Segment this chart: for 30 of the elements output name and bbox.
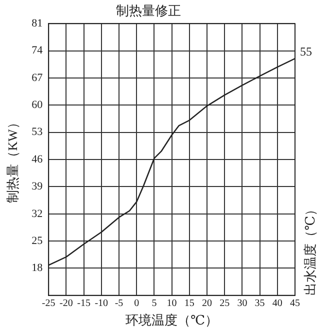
y-tick-label: 25 [32, 234, 44, 247]
y-tick-label: 67 [32, 72, 44, 84]
y-tick-label: 74 [32, 44, 44, 57]
x-tick-label: 40 [272, 298, 282, 310]
x-tick-label: 30 [237, 298, 248, 310]
x-tick-label: 35 [254, 298, 265, 310]
x-tick-label: -10 [94, 298, 108, 310]
x-axis-title: 环境温度（℃） [126, 312, 218, 328]
x-tick-label: -5 [114, 298, 124, 310]
x-tick-label: 10 [166, 298, 177, 310]
y-tick-label: 46 [32, 153, 44, 166]
x-tick-label: 5 [152, 298, 157, 310]
chart-title: 制热量修正 [116, 3, 181, 18]
y-tick-label: 18 [32, 262, 44, 274]
x-tick-label: -20 [60, 298, 73, 310]
x-tick-label: 45 [290, 298, 300, 310]
x-tick-label: -15 [77, 298, 90, 310]
x-tick-label: 15 [184, 298, 194, 310]
y-tick-label: 81 [32, 17, 43, 30]
x-tick-label: 25 [220, 298, 230, 310]
y-tick-label: 39 [32, 180, 44, 193]
x-tick-label: 20 [202, 298, 212, 310]
x-tick-label: 0 [134, 298, 140, 310]
y2-axis-title: 出水温度（℃） [302, 202, 318, 296]
y-axis-title: 制热量（KW） [5, 116, 20, 203]
y-tick-label: 32 [32, 208, 43, 220]
y-tick-label: 60 [32, 99, 44, 112]
x-tick-label: -25 [42, 298, 56, 310]
annotation: 55 [300, 44, 312, 59]
y-tick-label: 53 [32, 126, 44, 138]
